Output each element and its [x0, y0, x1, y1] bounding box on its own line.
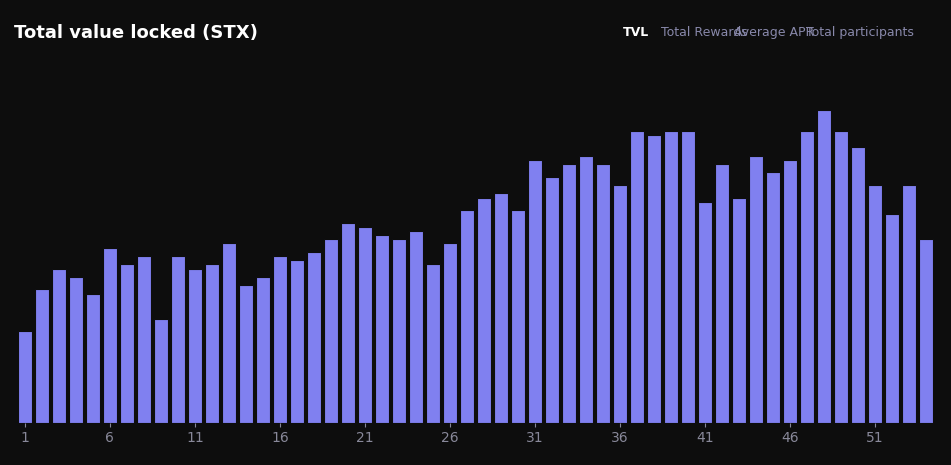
- Bar: [664, 131, 678, 423]
- Bar: [256, 277, 270, 423]
- Text: Total Rewards: Total Rewards: [661, 26, 747, 39]
- Bar: [851, 147, 865, 423]
- Bar: [647, 135, 661, 423]
- Bar: [511, 210, 525, 423]
- Bar: [86, 293, 100, 423]
- Text: Average APR: Average APR: [734, 26, 814, 39]
- Bar: [341, 223, 355, 423]
- Bar: [631, 131, 644, 423]
- Bar: [596, 164, 610, 423]
- Text: Total value locked (STX): Total value locked (STX): [14, 24, 258, 41]
- Bar: [902, 185, 916, 423]
- Bar: [409, 231, 423, 423]
- Bar: [204, 265, 219, 423]
- Bar: [528, 160, 542, 423]
- Bar: [103, 248, 117, 423]
- Bar: [443, 244, 457, 423]
- Bar: [834, 131, 848, 423]
- Bar: [715, 164, 729, 423]
- Bar: [307, 252, 320, 423]
- Text: Total participants: Total participants: [806, 26, 914, 39]
- Bar: [562, 164, 576, 423]
- Bar: [188, 269, 202, 423]
- Bar: [375, 235, 389, 423]
- Bar: [68, 277, 83, 423]
- Bar: [171, 256, 184, 423]
- Bar: [920, 239, 933, 423]
- Bar: [817, 110, 831, 423]
- Bar: [120, 265, 134, 423]
- Bar: [392, 239, 406, 423]
- Bar: [800, 131, 814, 423]
- Bar: [477, 198, 491, 423]
- Bar: [868, 185, 883, 423]
- Bar: [545, 177, 559, 423]
- Bar: [698, 202, 712, 423]
- Bar: [18, 331, 31, 423]
- Bar: [52, 269, 66, 423]
- Bar: [35, 289, 49, 423]
- Bar: [154, 319, 167, 423]
- Bar: [273, 256, 287, 423]
- Bar: [137, 256, 151, 423]
- Bar: [426, 265, 440, 423]
- Bar: [239, 285, 253, 423]
- Bar: [784, 160, 797, 423]
- Text: TVL: TVL: [623, 26, 650, 39]
- Bar: [767, 173, 780, 423]
- Bar: [222, 244, 236, 423]
- Bar: [290, 260, 304, 423]
- Bar: [885, 214, 899, 423]
- Bar: [732, 198, 747, 423]
- Bar: [579, 156, 593, 423]
- Bar: [324, 239, 338, 423]
- Bar: [460, 210, 474, 423]
- Bar: [494, 193, 508, 423]
- Bar: [749, 156, 763, 423]
- Bar: [681, 131, 695, 423]
- Bar: [613, 185, 627, 423]
- Bar: [358, 227, 372, 423]
